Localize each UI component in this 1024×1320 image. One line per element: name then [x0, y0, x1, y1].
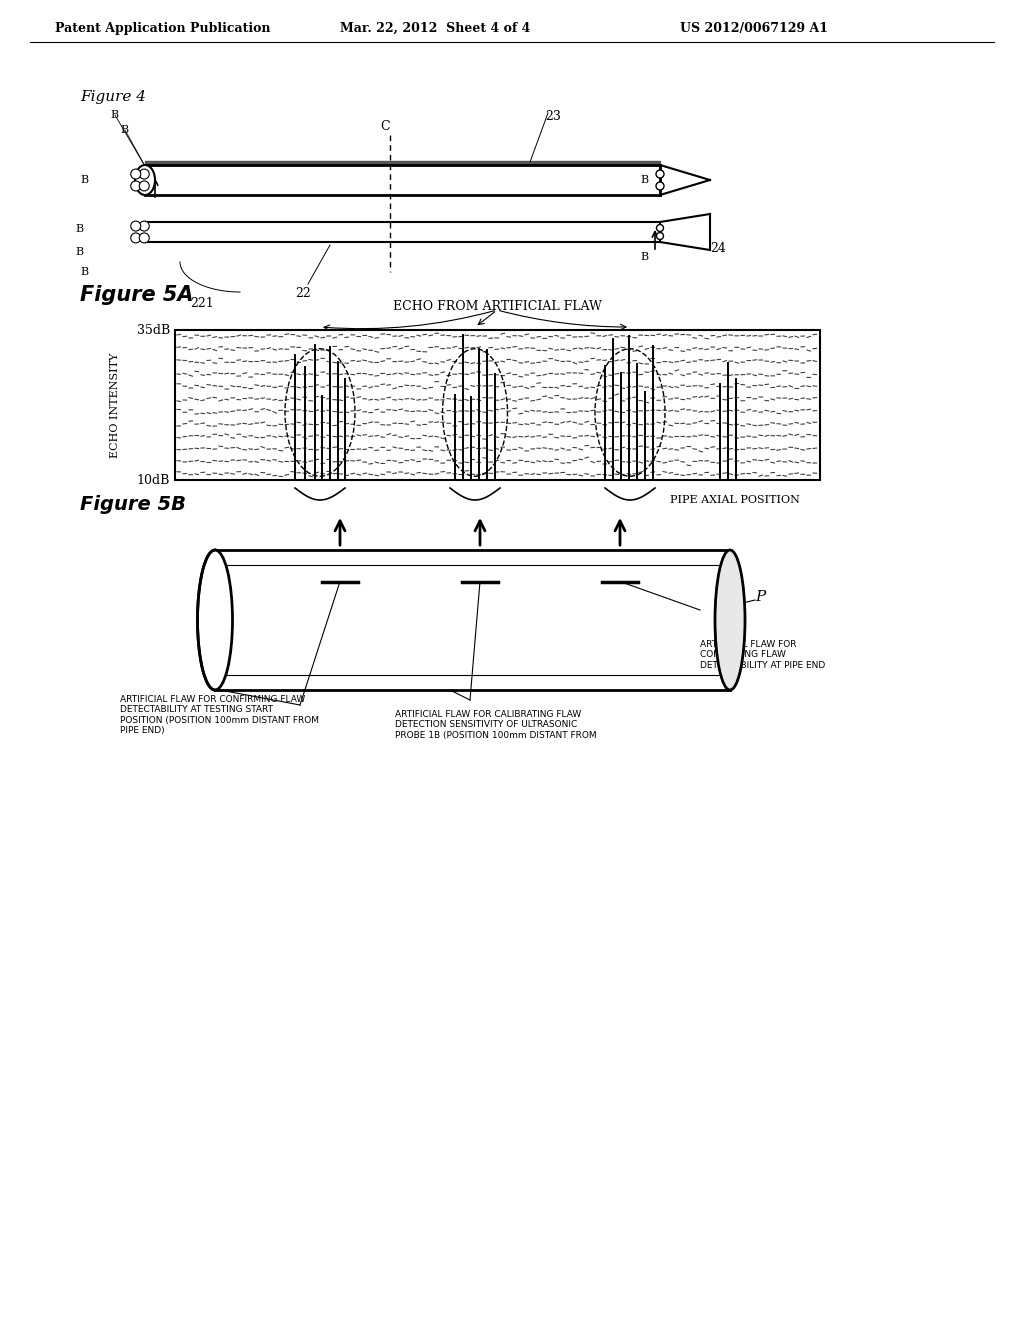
Text: ECHO INTENSITY: ECHO INTENSITY: [110, 352, 120, 458]
Circle shape: [139, 220, 150, 231]
Text: P: P: [755, 590, 765, 605]
Circle shape: [131, 220, 140, 231]
Text: B: B: [110, 110, 118, 120]
Ellipse shape: [135, 165, 155, 195]
Text: B: B: [80, 176, 88, 185]
Text: Figure 5A: Figure 5A: [80, 285, 194, 305]
Text: C: C: [380, 120, 390, 133]
Text: Mar. 22, 2012  Sheet 4 of 4: Mar. 22, 2012 Sheet 4 of 4: [340, 22, 530, 36]
Text: 221: 221: [190, 297, 214, 310]
Text: PIPE AXIAL POSITION: PIPE AXIAL POSITION: [670, 495, 800, 506]
Text: B: B: [640, 252, 648, 261]
Text: 24: 24: [710, 242, 726, 255]
Text: ARTIFICIAL FLAW FOR CALIBRATING FLAW
DETECTION SENSITIVITY OF ULTRASONIC
PROBE 1: ARTIFICIAL FLAW FOR CALIBRATING FLAW DET…: [395, 710, 597, 739]
Circle shape: [131, 181, 140, 191]
Circle shape: [131, 169, 140, 180]
Text: 10dB: 10dB: [136, 474, 170, 487]
Ellipse shape: [715, 550, 745, 690]
Circle shape: [139, 181, 150, 191]
Bar: [175, 330, 820, 480]
Text: Patent Application Publication: Patent Application Publication: [55, 22, 270, 36]
Circle shape: [656, 224, 664, 231]
Text: ARTIFICIAL FLAW FOR
CONFIRMING FLAW
DETECTABILITY AT PIPE END: ARTIFICIAL FLAW FOR CONFIRMING FLAW DETE…: [700, 640, 825, 669]
Text: Figure 5B: Figure 5B: [80, 495, 186, 513]
Circle shape: [139, 169, 150, 180]
Circle shape: [656, 182, 664, 190]
Text: US 2012/0067129 A1: US 2012/0067129 A1: [680, 22, 828, 36]
Text: 35dB: 35dB: [137, 323, 170, 337]
Text: B: B: [640, 176, 648, 185]
Text: 23: 23: [545, 110, 561, 123]
Text: B: B: [75, 224, 83, 234]
Circle shape: [139, 232, 150, 243]
Text: ECHO FROM ARTIFICIAL FLAW: ECHO FROM ARTIFICIAL FLAW: [392, 300, 601, 313]
Text: Figure 4: Figure 4: [80, 90, 146, 104]
Text: ARTIFICIAL FLAW FOR CONFIRMING FLAW
DETECTABILITY AT TESTING START
POSITION (POS: ARTIFICIAL FLAW FOR CONFIRMING FLAW DETE…: [120, 696, 319, 735]
Text: 22: 22: [295, 286, 310, 300]
Circle shape: [131, 232, 140, 243]
Ellipse shape: [198, 550, 232, 690]
Text: B: B: [75, 247, 83, 257]
Circle shape: [656, 232, 664, 239]
Text: B: B: [120, 125, 128, 135]
Circle shape: [656, 170, 664, 178]
Text: B: B: [80, 267, 88, 277]
